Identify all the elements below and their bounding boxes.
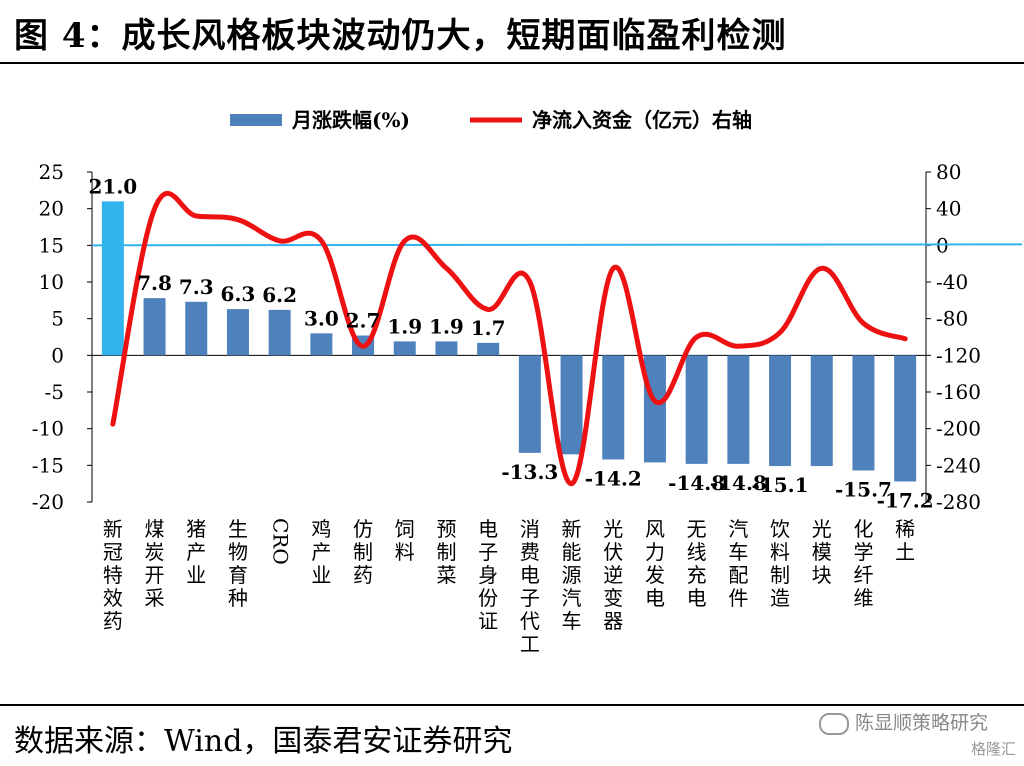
zero-reference-line bbox=[91, 243, 1023, 247]
category-label: 风力发电 bbox=[645, 517, 665, 610]
y-left-tick-label: 25 bbox=[39, 160, 64, 184]
category-label: 电子身份证 bbox=[478, 517, 498, 633]
data-labels: 21.07.8 7.3 6.3 6.23.0 2.7 1.9 1.9 1.7-13.3 -14.… bbox=[88, 174, 933, 512]
y-right-tick-label: -160 bbox=[936, 380, 981, 404]
net-inflow-line bbox=[110, 190, 908, 487]
chart-legend: 月涨跌幅(%) 净流入资金（亿元）右轴 bbox=[230, 108, 752, 132]
watermark: 陈显顺策略研究 bbox=[818, 708, 988, 735]
title-divider bbox=[0, 62, 1024, 64]
bar-value-label: -14.8 bbox=[668, 471, 725, 495]
category-label: 预制菜 bbox=[436, 517, 456, 587]
bar-value-label: 2.7 bbox=[346, 309, 381, 333]
bar-value-label: 7.8 bbox=[137, 271, 172, 295]
y-right-tick-label: -40 bbox=[936, 270, 968, 294]
bar-2 bbox=[185, 301, 208, 356]
category-label: 新冠特效药 bbox=[103, 517, 123, 633]
page-title: 图 4：成长风格板块波动仍大，短期面临盈利检测 bbox=[14, 16, 787, 56]
bar-7 bbox=[393, 341, 416, 356]
bar-19 bbox=[894, 355, 917, 482]
bar-value-label: 1.7 bbox=[471, 316, 506, 340]
y-left-tick-label: 20 bbox=[39, 197, 64, 221]
source-note: 数据来源：Wind，国泰君安证券研究 bbox=[14, 724, 513, 759]
wechat-icon bbox=[818, 712, 849, 735]
bar-8 bbox=[435, 341, 458, 356]
bar-value-label: -13.3 bbox=[501, 460, 558, 484]
category-label: 鸡产业 bbox=[311, 517, 331, 587]
category-label: 光模块 bbox=[812, 517, 832, 587]
y-right-tick-label: -80 bbox=[936, 307, 968, 331]
category-labels: 新冠特效药 煤炭开采 猪产业 生物育种 CRO 鸡产业 仿制药 饲料 预制菜 电子身份证 消费电子代… bbox=[103, 517, 915, 656]
bar-value-label: 3.0 bbox=[304, 306, 339, 330]
y-right-tick-label: 80 bbox=[936, 160, 961, 184]
category-label: 汽车配件 bbox=[728, 517, 748, 610]
category-label: 饲料 bbox=[395, 517, 415, 564]
category-label: 生物育种 bbox=[228, 517, 248, 610]
bar-value-label: -17.2 bbox=[877, 488, 934, 512]
bar-11 bbox=[560, 355, 583, 455]
bar-13 bbox=[643, 355, 666, 463]
category-label: 饮料制造 bbox=[770, 517, 790, 610]
bar-5 bbox=[310, 333, 333, 356]
legend-swatch-bar bbox=[230, 114, 282, 126]
bar-value-label: 6.3 bbox=[221, 282, 256, 306]
logo-text: 格隆汇 bbox=[970, 740, 1016, 758]
bar-0 bbox=[101, 201, 124, 356]
bar-value-label: -15.1 bbox=[752, 473, 809, 497]
chart-axes: 2520151050-5-10-15-2080400-40-80-120-160… bbox=[32, 160, 981, 514]
bar-value-label: -14.8 bbox=[710, 471, 767, 495]
y-right-tick-label: -280 bbox=[936, 490, 981, 514]
bar-4 bbox=[268, 309, 291, 356]
category-label: CRO bbox=[269, 518, 293, 565]
reference-line-layer bbox=[91, 243, 1023, 247]
chart: 月涨跌幅(%) 净流入资金（亿元）右轴 25 20 15 10 5 0 -5 -10 -15 -20… bbox=[32, 108, 1023, 656]
category-label: 稀土 bbox=[895, 517, 915, 564]
bar-1 bbox=[143, 298, 166, 356]
y-left-tick-label: 0 bbox=[51, 343, 64, 367]
bar-value-label: -15.7 bbox=[835, 477, 892, 501]
bar-18 bbox=[852, 355, 875, 471]
y-right-tick-label: -200 bbox=[936, 417, 981, 441]
bar-10 bbox=[518, 355, 541, 453]
footer-divider bbox=[0, 704, 1024, 706]
bar-value-label: 7.3 bbox=[179, 275, 214, 299]
y-left-tick-label: 15 bbox=[39, 233, 64, 257]
bar-16 bbox=[769, 355, 792, 467]
category-label: 光伏逆变器 bbox=[603, 517, 623, 633]
bar-12 bbox=[602, 355, 625, 460]
category-label: 新能源汽车 bbox=[562, 517, 582, 633]
y-right-tick-label: -120 bbox=[936, 343, 981, 367]
bar-3 bbox=[226, 309, 249, 356]
legend-label-line: 净流入资金（亿元）右轴 bbox=[532, 108, 752, 132]
category-label: 消费电子代工 bbox=[520, 517, 540, 656]
category-label: 煤炭开采 bbox=[145, 517, 165, 610]
category-label: 猪产业 bbox=[186, 517, 206, 587]
y-left-tick-label: -20 bbox=[32, 490, 64, 514]
bar-series bbox=[101, 201, 917, 482]
bar-14 bbox=[685, 355, 708, 464]
bar-value-label: 1.9 bbox=[429, 314, 464, 338]
y-left-tick-label: -5 bbox=[45, 380, 64, 404]
bar-15 bbox=[727, 355, 750, 464]
bar-value-label: 1.9 bbox=[387, 314, 422, 338]
category-label: 仿制药 bbox=[353, 517, 373, 587]
y-left-tick-label: 5 bbox=[51, 307, 64, 331]
y-left-tick-label: -10 bbox=[32, 417, 64, 441]
legend-label-bar: 月涨跌幅(%) bbox=[291, 108, 410, 132]
bar-value-label: -14.2 bbox=[585, 466, 642, 490]
y-right-tick-label: -240 bbox=[936, 453, 981, 477]
y-left-tick-label: 10 bbox=[39, 270, 64, 294]
bar-9 bbox=[477, 342, 500, 356]
bar-value-label: 6.2 bbox=[262, 283, 297, 307]
watermark-text: 陈显顺策略研究 bbox=[854, 712, 988, 734]
category-label: 化学纤维 bbox=[853, 517, 873, 610]
line-series bbox=[110, 190, 908, 487]
bar-17 bbox=[810, 355, 833, 467]
y-right-tick-label: 40 bbox=[936, 197, 961, 221]
y-left-tick-label: -15 bbox=[32, 453, 64, 477]
category-label: 无线充电 bbox=[687, 517, 707, 610]
bar-value-label: 21.0 bbox=[88, 174, 137, 198]
